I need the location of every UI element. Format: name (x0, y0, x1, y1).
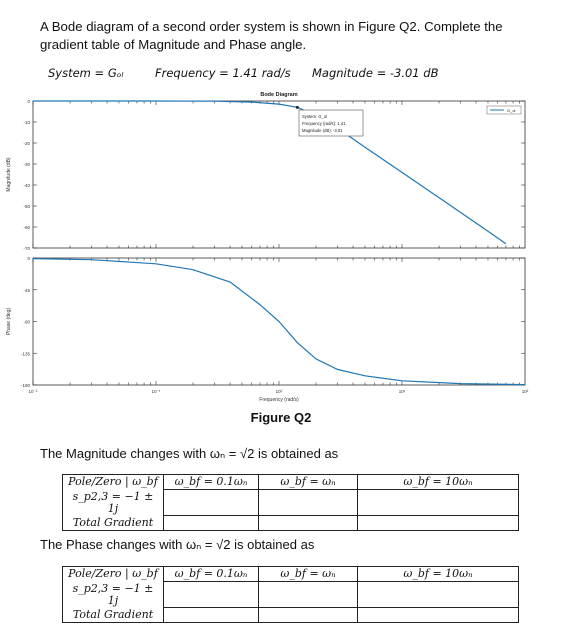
y-tick-label: -50 (23, 204, 30, 209)
table-cell[interactable] (163, 489, 259, 516)
x-tick-label: 10¹ (399, 389, 406, 394)
datatip-line: System: G_ol (302, 114, 327, 119)
table-cell[interactable] (163, 581, 259, 608)
table-row-label: Total Gradient (62, 607, 164, 623)
y-tick-label: -70 (23, 246, 30, 251)
y-axis-label: Magnitude (dB) (6, 157, 12, 192)
phase-gradient-table: Pole/Zero | ω_bf ω_bf = 0.1ωₙ ω_bf = ωₙ … (62, 566, 519, 623)
y-tick-label: -180 (21, 383, 31, 388)
y-tick-label: -60 (23, 225, 30, 230)
datatip-line: Magnitude (dB): -3.01 (302, 128, 343, 133)
x-axis-label: Frequency (rad/s) (259, 397, 299, 403)
y-axis-label: Phase (deg) (6, 308, 12, 336)
table-cell[interactable] (258, 581, 358, 608)
legend-entry: G_ol (507, 108, 516, 113)
table-cell[interactable] (163, 607, 259, 623)
magnitude-gradient-table: Pole/Zero | ω_bf ω_bf = 0.1ωₙ ω_bf = ωₙ … (62, 474, 519, 531)
table-row-label: s_p2,3 = −1 ± 1j (62, 489, 164, 516)
table-header-cell: ω_bf = 10ωₙ (357, 566, 519, 582)
table-cell[interactable] (258, 607, 358, 623)
table-header-cell: ω_bf = 0.1ωₙ (163, 474, 259, 490)
table-cell[interactable] (357, 515, 519, 531)
y-tick-label: -20 (23, 141, 30, 146)
handwritten-magnitude-note: Magnitude = -3.01 dB (312, 66, 439, 80)
phase-plot: 0 -45 -90 -135 -180 Phase (deg) 10⁻² 10⁻¹ 10⁰ 10¹… (6, 256, 529, 403)
phase-sentence: The Phase changes with ωₙ = √2 is obtain… (40, 537, 315, 552)
y-tick-label: 0 (27, 99, 30, 104)
handwritten-system-note: System = Gₒₗ (48, 66, 124, 80)
magnitude-sentence: The Magnitude changes with ωₙ = √2 is ob… (40, 446, 339, 461)
x-tick-label: 10⁻² (29, 389, 38, 394)
table-header-cell: ω_bf = 10ωₙ (357, 474, 519, 490)
question-text: A Bode diagram of a second order system … (40, 19, 503, 52)
y-tick-label: -40 (23, 183, 30, 188)
table-row-label: s_p2,3 = −1 ± 1j (62, 581, 164, 608)
table-header-cell: Pole/Zero | ω_bf (62, 474, 164, 490)
series-line (33, 100, 507, 245)
datatip-box (298, 109, 364, 137)
table-cell[interactable] (163, 515, 259, 531)
figure-caption: Figure Q2 (250, 410, 312, 425)
table-row-label: Total Gradient (62, 515, 164, 531)
chart-title: Bode Diagram (260, 92, 297, 98)
handwritten-frequency-note: Frequency = 1.41 rad/s (155, 66, 291, 80)
y-tick-label: -45 (23, 288, 30, 293)
y-tick-label: -135 (21, 351, 31, 356)
table-cell[interactable] (357, 581, 519, 608)
x-tick-label: 10⁻¹ (152, 389, 161, 394)
table-header-cell: ω_bf = 0.1ωₙ (163, 566, 259, 582)
x-tick-label: 10² (522, 389, 529, 394)
table-cell[interactable] (357, 489, 519, 516)
x-tick-label: 10⁰ (276, 389, 283, 394)
table-cell[interactable] (357, 607, 519, 623)
datatip-line: Frequency (rad/s): 1.41 (302, 121, 346, 126)
y-tick-label: -90 (23, 320, 30, 325)
table-cell[interactable] (258, 515, 358, 531)
table-header-cell: ω_bf = ωₙ (258, 474, 358, 490)
series-line (32, 258, 526, 386)
bode-diagram: 0 -10 -20 -30 -40 -50 -60 -70 Magnitude (dB) Bode… (6, 92, 529, 403)
magnitude-plot: 0 -10 -20 -30 -40 -50 -60 -70 Magnitude (dB) Bode… (6, 92, 526, 251)
y-tick-label: -10 (23, 120, 30, 125)
y-tick-label: -30 (23, 162, 30, 167)
plot-frame (32, 100, 526, 249)
table-header-cell: ω_bf = ωₙ (258, 566, 358, 582)
y-tick-label: 0 (27, 256, 30, 261)
table-cell[interactable] (258, 489, 358, 516)
datatip-marker (295, 105, 299, 109)
table-header-cell: Pole/Zero | ω_bf (62, 566, 164, 582)
